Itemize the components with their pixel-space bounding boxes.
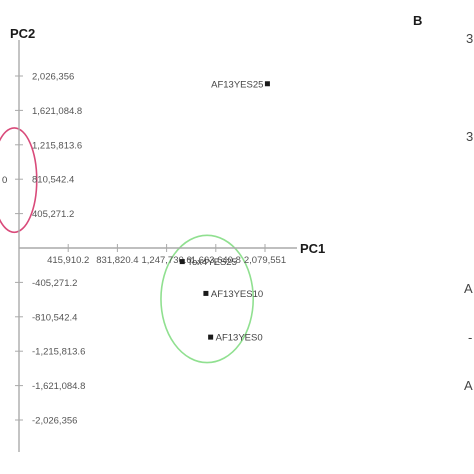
group-ellipse — [0, 127, 38, 234]
data-point-label: Tox4YES25 — [187, 257, 237, 268]
y-tick-label: -405,271.2 — [32, 278, 77, 289]
panel-b: B 3 3 A - A — [413, 13, 473, 393]
y-tick-label: -1,215,813.6 — [32, 347, 85, 358]
panel-b-fragment: A — [464, 378, 473, 393]
x-tick-label: 1,663,640.8 — [191, 255, 241, 266]
y-tick-label: 1,215,813.6 — [32, 140, 82, 151]
panel-b-letter: B — [413, 13, 422, 28]
y-tick-label: -810,542.4 — [32, 312, 77, 323]
y-tick-label: -2,026,356 — [32, 416, 77, 427]
pc2-axis-title: PC2 — [10, 26, 35, 41]
panel-b-fragment: A — [464, 281, 473, 296]
pc1-axis-title: PC1 — [300, 241, 325, 256]
data-point-marker — [264, 81, 270, 87]
left-edge-fragment: 0 — [2, 175, 7, 186]
x-ticks: 415,910.2 831,820.4 1,247,730.6 1,663,640.8… — [47, 244, 286, 266]
data-point-label: AF13YES25 — [211, 79, 263, 90]
data-point-marker — [179, 259, 185, 265]
group-ellipse — [160, 234, 255, 364]
data-point-marker — [203, 290, 209, 296]
y-tick-label: 405,271.2 — [32, 209, 74, 220]
x-tick-label: 831,820.4 — [96, 255, 138, 266]
data-point-label: AF13YES10 — [211, 289, 263, 300]
y-tick-label: 1,621,084.8 — [32, 106, 82, 117]
x-tick-label: 1,247,730.6 — [142, 255, 192, 266]
data-point-marker — [208, 334, 214, 340]
axes: PC2 PC1 — [10, 26, 325, 452]
data-point-label: AF13YES0 — [216, 333, 263, 344]
data-points: AF13YES25 Tox4YES25 AF13YES10 AF13YES0 — [179, 79, 270, 344]
panel-b-fragment: 3 — [466, 31, 473, 46]
panel-b-fragment: - — [468, 330, 472, 345]
y-ticks: 2,026,356 1,621,084.8 1,215,813.6 810,542.4… — [15, 72, 85, 427]
panel-b-fragment: 3 — [466, 129, 473, 144]
x-tick-label: 2,079,551 — [244, 255, 286, 266]
y-tick-label: -1,621,084.8 — [32, 381, 85, 392]
x-tick-label: 415,910.2 — [47, 255, 89, 266]
group-ellipses — [0, 127, 255, 364]
y-tick-label: 2,026,356 — [32, 72, 74, 83]
y-tick-label: 810,542.4 — [32, 175, 74, 186]
